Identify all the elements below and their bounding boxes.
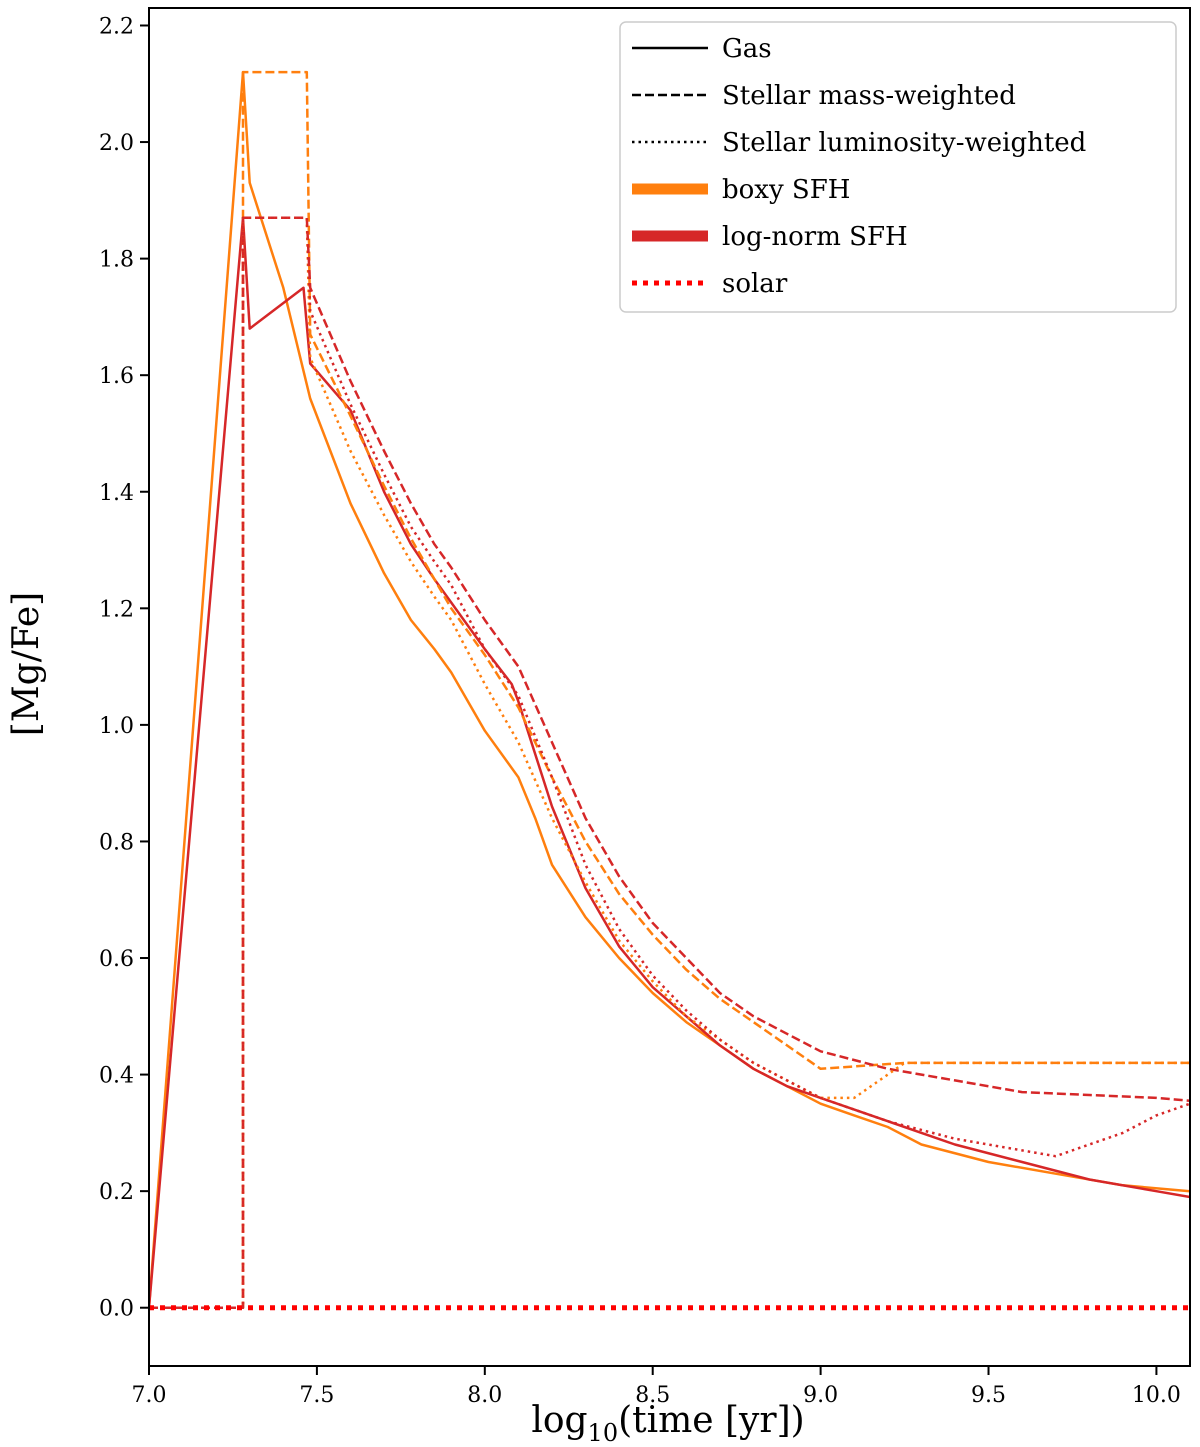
x-tick-label: 10.0 xyxy=(1132,1383,1181,1408)
legend-label: Stellar luminosity-weighted xyxy=(722,128,1086,158)
legend-label: boxy SFH xyxy=(722,175,850,205)
x-tick-label: 8.0 xyxy=(467,1383,502,1408)
series-layer xyxy=(149,70,1190,1311)
y-tick-label: 1.4 xyxy=(99,481,134,506)
legend-label: log-norm SFH xyxy=(722,222,908,252)
series-line-1 xyxy=(149,70,1190,1308)
y-tick-label: 1.8 xyxy=(99,248,134,273)
x-tick-label: 7.5 xyxy=(299,1383,334,1408)
y-tick-label: 0.4 xyxy=(99,1064,134,1089)
series-line-2 xyxy=(149,216,1190,1308)
y-tick-label: 1.2 xyxy=(99,597,134,622)
legend-box xyxy=(619,21,1177,313)
y-tick-label: 0.6 xyxy=(99,947,134,972)
x-tick-label: 9.0 xyxy=(803,1383,838,1408)
y-tick-label: 0.2 xyxy=(99,1180,134,1205)
y-tick-label: 1.6 xyxy=(99,364,134,389)
x-axis-title-main: log xyxy=(531,1400,587,1441)
y-axis-ticks: 0.0 0.2 0.4 0.6 0.8 1.0 1.2 1.4 1.6 1.8 2.0 2.2 xyxy=(99,14,149,1322)
y-tick-label: 2.2 xyxy=(99,14,134,39)
legend-label: Gas xyxy=(722,34,772,64)
y-tick-label: 0.0 xyxy=(99,1297,134,1322)
series-line-3 xyxy=(149,70,1190,1309)
y-tick-label: 1.0 xyxy=(99,714,134,739)
series-line-5 xyxy=(149,216,1190,1309)
x-tick-label: 7.0 xyxy=(132,1383,167,1408)
legend-label: solar xyxy=(722,269,788,299)
y-tick-label: 0.8 xyxy=(99,830,134,855)
x-axis-ticks: 7.0 7.5 8.0 8.5 9.0 9.5 10.0 xyxy=(132,1366,1181,1408)
plot-frame xyxy=(148,7,1191,1367)
x-tick-label: 9.5 xyxy=(971,1383,1006,1408)
x-tick-label: 8.5 xyxy=(635,1383,670,1408)
legend: Gas Stellar mass-weighted Stellar luminosi… xyxy=(619,21,1177,313)
x-axis-title: log10(time [yr]) xyxy=(531,1400,804,1447)
y-tick-label: 2.0 xyxy=(99,131,134,156)
y-axis-title: [Mg/Fe] xyxy=(6,592,47,736)
x-axis-title-rest: (time [yr]) xyxy=(618,1400,805,1441)
series-line-6 xyxy=(149,216,1190,1309)
x-axis-title-subscript: 10 xyxy=(588,1419,619,1447)
legend-items: Gas Stellar mass-weighted Stellar luminosi… xyxy=(632,34,1086,299)
legend-label: Stellar mass-weighted xyxy=(722,81,1016,111)
